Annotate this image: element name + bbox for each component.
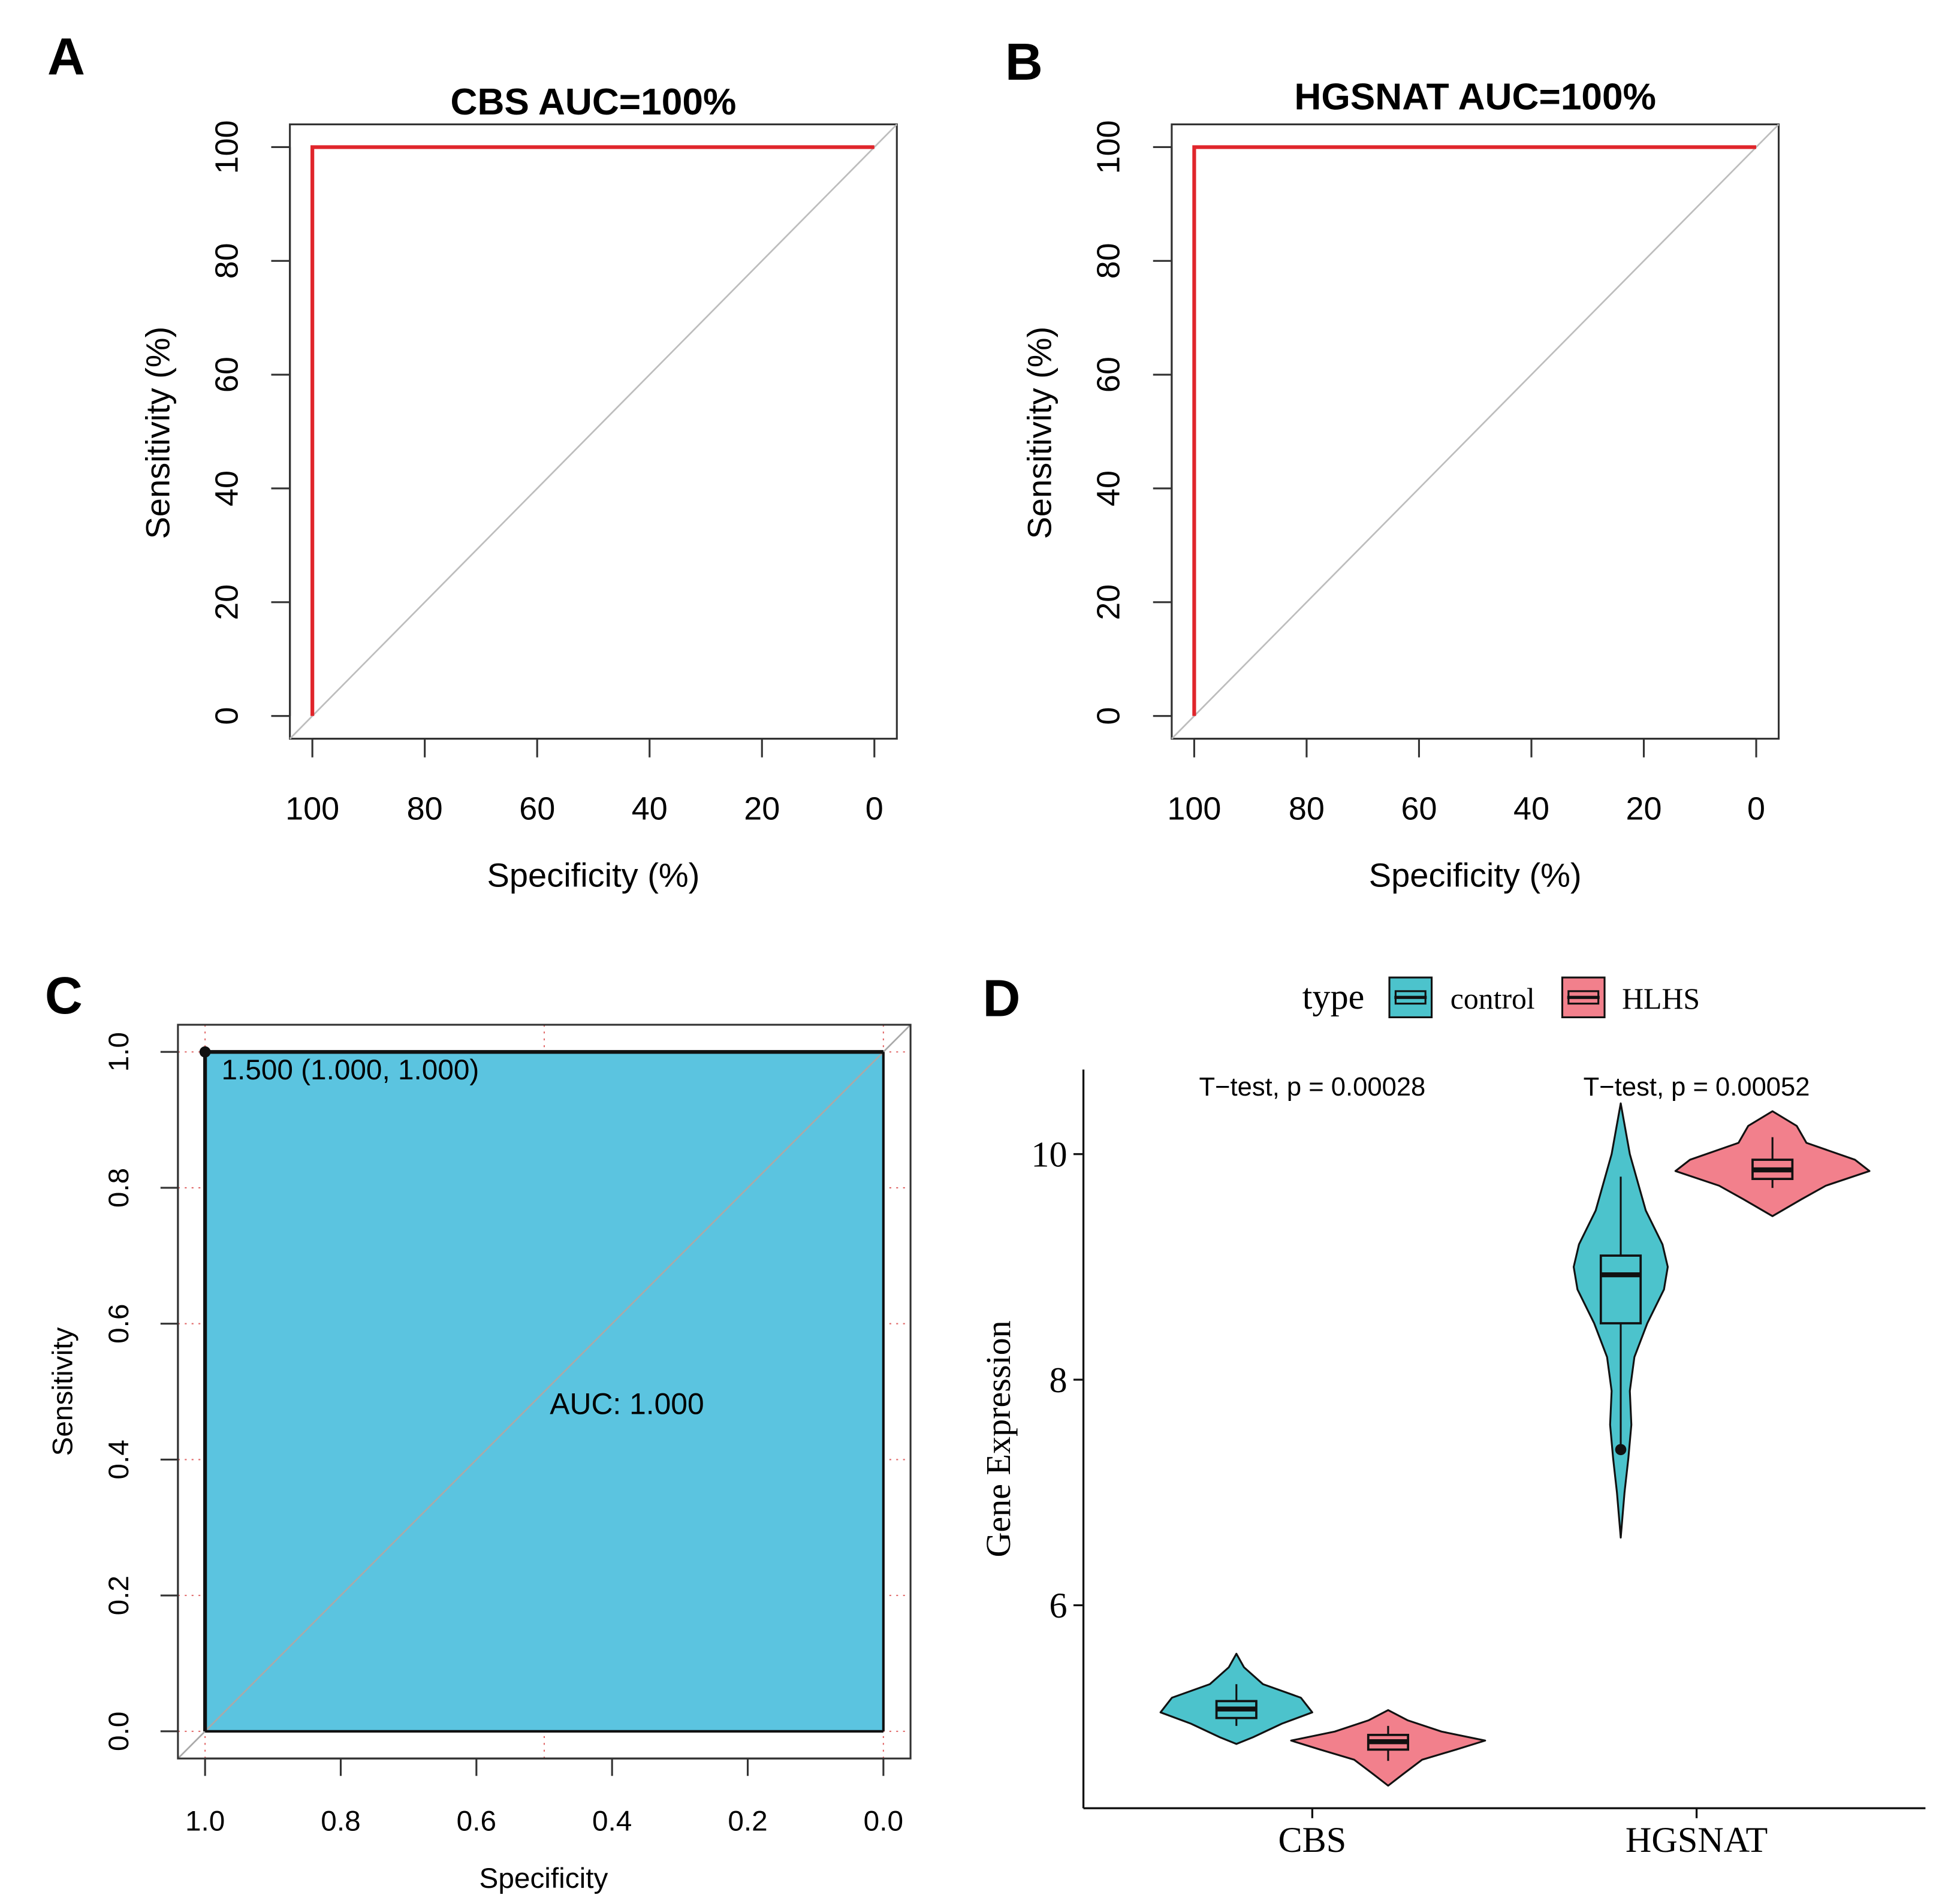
legend-swatch [1567, 990, 1600, 1005]
reference-diagonal [1171, 123, 1780, 740]
x-tick-label: 0 [1747, 791, 1765, 827]
x-tick-label: CBS [1278, 1820, 1347, 1860]
panel-label-a: A [47, 28, 85, 86]
roc-curve-line [1192, 145, 1757, 716]
y-tick-label: 40 [209, 470, 245, 506]
x-axis-label: Specificity (%) [1369, 856, 1582, 894]
x-tick-label: 100 [285, 791, 339, 827]
y-tick-label: 20 [209, 584, 245, 620]
x-tick-label: 0.6 [457, 1806, 496, 1837]
panel-a-roc-cbs: A CBS AUC=100% 100 80 60 40 20 0 020406080100… [47, 28, 898, 894]
y-tick-label: 40 [1091, 470, 1127, 506]
panel-label-d: D [982, 969, 1020, 1027]
y-tick-label: 1.0 [103, 1032, 135, 1072]
panel-d-violin: D type control HLHS T−test, p = 0.00028 … [979, 969, 1926, 1860]
x-axis-label: Specificity (%) [487, 856, 700, 894]
auc-label: AUC: 1.000 [550, 1387, 704, 1420]
y-axis-label: Sensitivity (%) [1021, 327, 1059, 539]
x-axis: CBS HGSNAT [1278, 1808, 1768, 1860]
roc-curve-line [310, 145, 874, 716]
legend-key-hlhs [1561, 976, 1606, 1018]
y-tick-label: 0.8 [103, 1168, 135, 1208]
x-tick-label: 0.4 [592, 1806, 632, 1837]
y-tick-label: 20 [1091, 584, 1127, 620]
panel-c-roc-auc: C 1.500 (1.000, 1.000) AUC: 1.000 1.0 0.8… [45, 967, 912, 1894]
y-tick-label: 0.2 [103, 1576, 135, 1615]
chart-title: HGSNAT AUC=100% [1294, 77, 1656, 118]
y-tick-label: 0.4 [103, 1440, 135, 1479]
y-tick-label: 100 [1091, 120, 1127, 174]
y-axis: 6 8 10 [1031, 1134, 1084, 1626]
x-tick-label: HGSNAT [1626, 1820, 1768, 1860]
x-axis: 100 80 60 40 20 0 [1167, 738, 1765, 827]
y-tick-label: 0 [1091, 707, 1127, 725]
legend-swatch [1394, 990, 1427, 1005]
y-axis-label: Sensitivity (%) [138, 327, 176, 539]
ttest-annotation-cbs: T−test, p = 0.00028 [1199, 1073, 1425, 1102]
y-tick-label: 8 [1050, 1360, 1067, 1401]
x-tick-label: 60 [1401, 791, 1437, 827]
y-axis: 0 20 40 60 80 100 [209, 120, 291, 725]
y-tick-label: 0 [209, 707, 245, 725]
x-tick-label: 0 [866, 791, 883, 827]
violin-plot-area [1159, 1102, 1871, 1787]
x-axis-label: Specificity [480, 1863, 608, 1894]
y-axis-label: Sensitivity [47, 1327, 79, 1456]
y-tick-label: 60 [209, 357, 245, 393]
ttest-annotation-hgsnat: T−test, p = 0.00052 [1584, 1073, 1810, 1102]
y-tick-label: 80 [209, 243, 245, 279]
y-tick-label: 6 [1050, 1586, 1067, 1626]
x-axis: 1.0 0.8 0.6 0.4 0.2 0.0 [185, 1757, 903, 1837]
x-axis: 100 80 60 40 20 0 [285, 738, 883, 827]
legend-key-control [1388, 976, 1433, 1018]
panel-label-c: C [45, 967, 83, 1025]
x-tick-label: 0.8 [321, 1806, 360, 1837]
x-tick-label: 40 [1513, 791, 1549, 827]
legend-title: type [1302, 977, 1365, 1017]
x-tick-label: 60 [519, 791, 555, 827]
y-tick-label: 100 [209, 120, 245, 174]
panel-label-b: B [1005, 33, 1043, 91]
x-tick-label: 0.0 [864, 1806, 903, 1837]
x-tick-label: 0.2 [728, 1806, 767, 1837]
x-tick-label: 40 [632, 791, 668, 827]
x-tick-label: 20 [1626, 791, 1662, 827]
y-tick-label: 80 [1091, 243, 1127, 279]
y-tick-label: 60 [1091, 357, 1127, 393]
x-tick-label: 1.0 [185, 1806, 225, 1837]
legend-label-control: control [1450, 982, 1535, 1015]
y-axis: 0 20 40 60 80 100 [1091, 120, 1173, 725]
chart-title: CBS AUC=100% [451, 82, 737, 123]
threshold-label: 1.500 (1.000, 1.000) [222, 1054, 480, 1086]
y-axis: 0.0 0.2 0.4 0.6 0.8 1.0 [103, 1032, 179, 1751]
outlier-point [1615, 1444, 1627, 1456]
reference-diagonal [177, 1024, 912, 1760]
threshold-point [199, 1046, 211, 1058]
panel-b-roc-hgsnat: B HGSNAT AUC=100% 100 80 60 40 20 0 0 20 40 60 80… [1005, 33, 1780, 894]
legend-label-hlhs: HLHS [1622, 982, 1700, 1015]
x-tick-label: 20 [744, 791, 780, 827]
y-tick-label: 10 [1031, 1134, 1067, 1175]
x-tick-label: 80 [1289, 791, 1325, 827]
y-axis-label: Gene Expression [979, 1320, 1018, 1557]
x-tick-label: 80 [407, 791, 443, 827]
legend: type control HLHS [1302, 976, 1700, 1018]
y-tick-label: 0.0 [103, 1712, 135, 1751]
box-control-HGSNAT [1599, 1254, 1642, 1324]
reference-diagonal [289, 123, 898, 740]
x-tick-label: 100 [1167, 791, 1221, 827]
y-tick-label: 0.6 [103, 1304, 135, 1344]
